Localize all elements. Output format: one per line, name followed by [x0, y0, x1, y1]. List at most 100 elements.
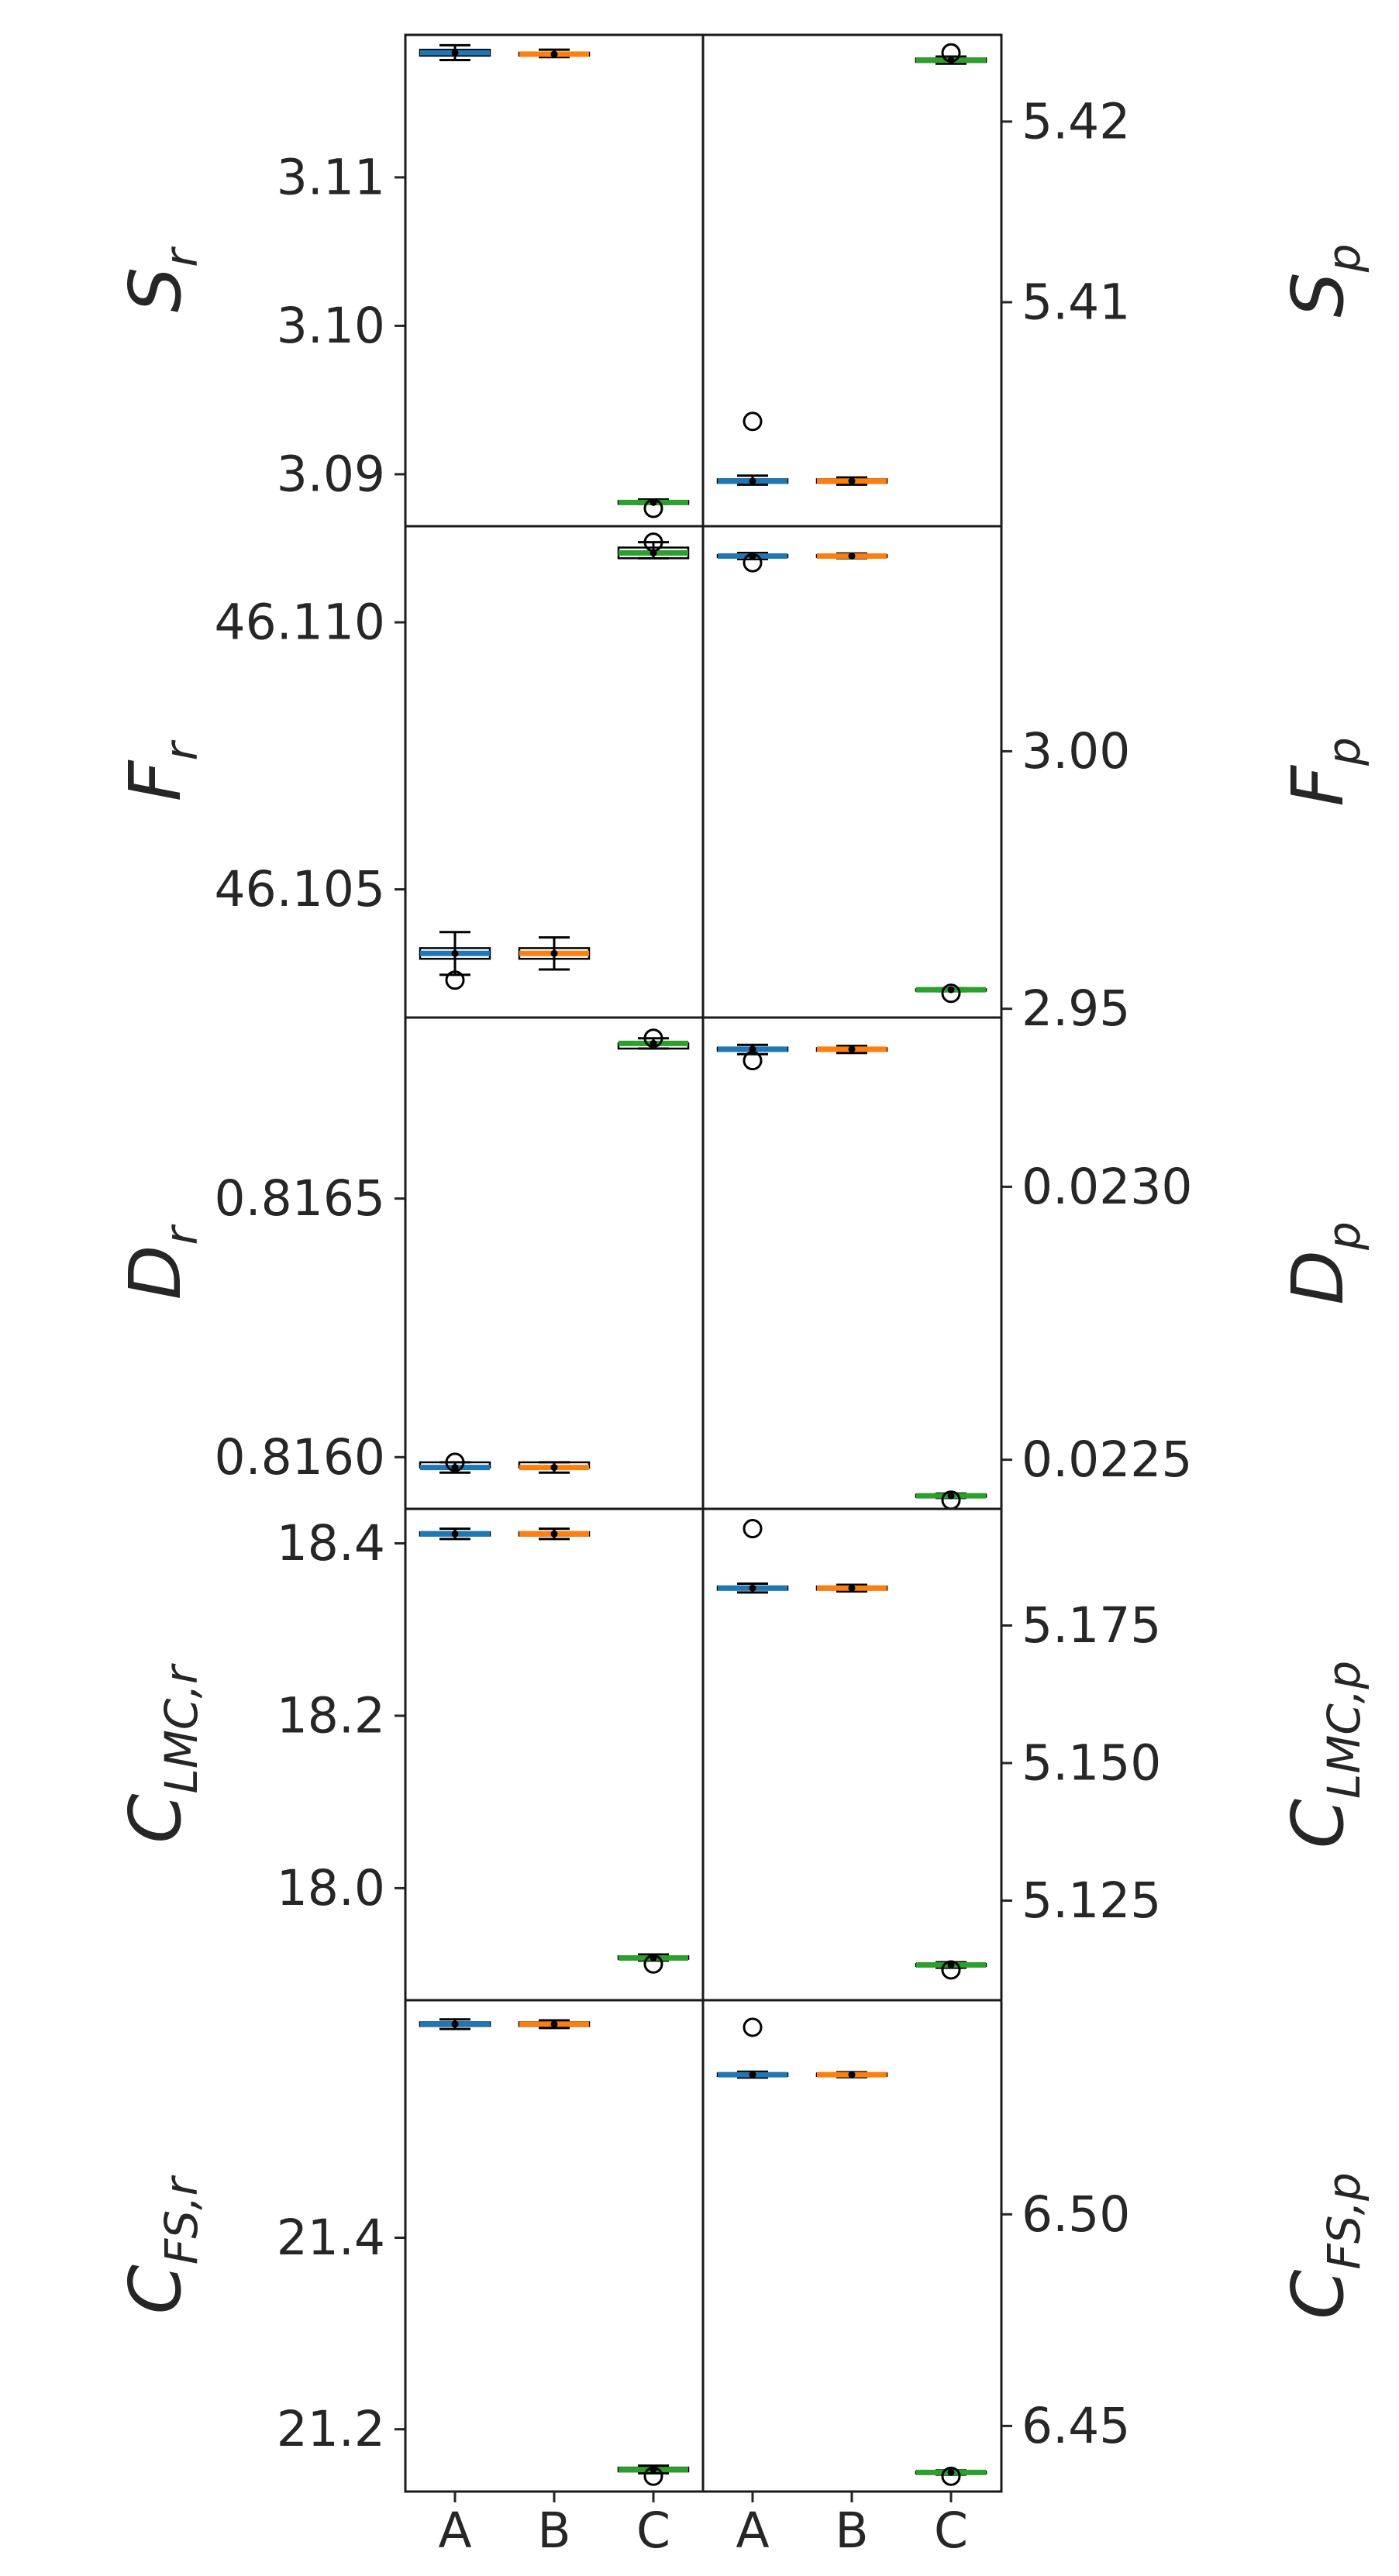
box-C — [915, 1490, 987, 1510]
box-C — [915, 2466, 987, 2486]
box-A — [716, 1519, 789, 1594]
mean-marker — [947, 986, 955, 994]
box-C — [617, 1028, 690, 1050]
y-tick-label: 6.45 — [1022, 2398, 1130, 2454]
y-tick-label: 0.0230 — [1022, 1159, 1192, 1215]
outlier-point — [941, 2466, 961, 2486]
box-A — [419, 2018, 491, 2030]
outlier-point — [643, 498, 663, 518]
y-axis-label-main: S — [1277, 272, 1359, 317]
panel-4-right: 5.175 5.150 5.125 CLMC,p — [716, 1519, 1370, 1980]
box-A — [716, 412, 789, 486]
y-axis-label: Fr — [114, 739, 208, 801]
mean-marker — [451, 2020, 459, 2028]
x-tick-label-B: B — [835, 2502, 868, 2559]
outlier-point — [743, 1051, 763, 1071]
box-C — [617, 2464, 690, 2486]
mean-marker — [848, 553, 856, 560]
y-tick-label: 5.150 — [1022, 1735, 1161, 1792]
y-tick-label: 5.175 — [1022, 1597, 1161, 1654]
mean-marker — [451, 49, 459, 57]
y-tick-label: 21.4 — [277, 2209, 385, 2266]
y-axis-label: CFS,p — [1277, 2172, 1371, 2319]
x-tick-label-A: A — [736, 2502, 769, 2559]
mean-marker — [451, 949, 459, 957]
y-axis-label-sub: LMC,p — [1318, 1661, 1370, 1799]
box-A — [716, 552, 789, 573]
box-A — [419, 1452, 491, 1474]
x-tick-label-B: B — [537, 2502, 570, 2559]
y-tick-label: 0.8165 — [215, 1170, 385, 1227]
y-axis-label-main: D — [1277, 1250, 1359, 1305]
box-C — [915, 983, 987, 1004]
y-tick-label: 3.00 — [1022, 723, 1130, 780]
mean-marker — [848, 477, 856, 485]
y-axis-label: CLMC,r — [114, 1663, 208, 1844]
mean-marker — [550, 50, 558, 58]
outlier-point — [643, 2466, 663, 2486]
y-axis-label: Sr — [114, 246, 208, 312]
y-tick-label: 3.11 — [277, 149, 385, 205]
mean-marker — [947, 2468, 955, 2476]
y-tick-label: 2.95 — [1022, 980, 1130, 1037]
box-B — [518, 1527, 591, 1541]
y-axis-label-sub: p — [1318, 737, 1370, 766]
y-tick-label: 5.125 — [1022, 1872, 1161, 1929]
y-axis-label: Dr — [114, 1224, 208, 1300]
box-B — [815, 2071, 888, 2078]
box-B — [518, 936, 591, 971]
outlier-point — [445, 970, 465, 990]
panel-4-left: 18.4 18.2 18.0 CLMC,r — [114, 1515, 690, 1974]
mean-marker — [650, 1039, 657, 1047]
y-axis-label-sub: p — [1318, 243, 1370, 273]
panel-2-left: 46.110 46.105 Fr — [114, 532, 690, 990]
x-tick-label-A: A — [438, 2502, 471, 2559]
outlier-point — [743, 412, 763, 432]
y-axis-label-main: C — [114, 1793, 197, 1843]
mean-marker — [550, 1464, 558, 1472]
y-tick-label: 18.4 — [277, 1515, 385, 1572]
y-axis-label-main: F — [1277, 765, 1359, 807]
panel-1-right: 5.42 5.41 Sp — [716, 43, 1370, 486]
y-axis-label-main: S — [114, 267, 197, 312]
box-C — [915, 1960, 987, 1980]
panel-5-right: 6.50 6.45 CFS,p — [716, 2017, 1371, 2486]
mean-marker — [451, 1464, 459, 1472]
panel-5-left: 21.4 21.2 CFS,r — [114, 2018, 690, 2486]
y-tick-label: 0.0225 — [1022, 1431, 1192, 1488]
y-axis-label-main: C — [114, 2264, 197, 2314]
box-B — [815, 1583, 888, 1593]
y-tick-label: 46.110 — [215, 594, 385, 651]
mean-marker — [550, 2020, 558, 2028]
y-tick-label: 21.2 — [277, 2401, 385, 2457]
box-A — [419, 931, 491, 990]
x-tick-label-C: C — [636, 2502, 670, 2559]
y-axis-label-sub: LMC,r — [155, 1663, 208, 1793]
box-C — [617, 498, 690, 518]
panel-1-left: 3.11 3.10 3.09 Sr — [114, 43, 690, 518]
mean-marker — [947, 1492, 955, 1500]
y-axis-label-main: D — [114, 1245, 197, 1300]
box-B — [815, 552, 888, 560]
y-tick-label: 5.41 — [1022, 274, 1130, 330]
y-axis-label-main: C — [1277, 1799, 1359, 1848]
y-tick-label: 0.8160 — [215, 1429, 385, 1486]
box-B — [518, 2019, 591, 2030]
y-axis-label-sub: p — [1318, 1221, 1370, 1251]
outlier-point — [941, 983, 961, 1004]
y-tick-label: 3.10 — [277, 298, 385, 354]
y-axis-label: Dp — [1277, 1221, 1371, 1305]
box-B — [815, 476, 888, 486]
mean-marker — [749, 1045, 756, 1053]
outlier-point — [643, 1028, 663, 1049]
mean-marker — [550, 949, 558, 957]
box-A — [716, 2017, 789, 2079]
y-axis-label-sub: r — [155, 739, 208, 760]
box-C — [915, 43, 987, 65]
mean-marker — [848, 1584, 856, 1592]
y-axis-label: CFS,r — [114, 2175, 208, 2314]
mean-marker — [550, 1530, 558, 1538]
mean-marker — [749, 477, 756, 485]
mean-marker — [749, 2071, 756, 2078]
